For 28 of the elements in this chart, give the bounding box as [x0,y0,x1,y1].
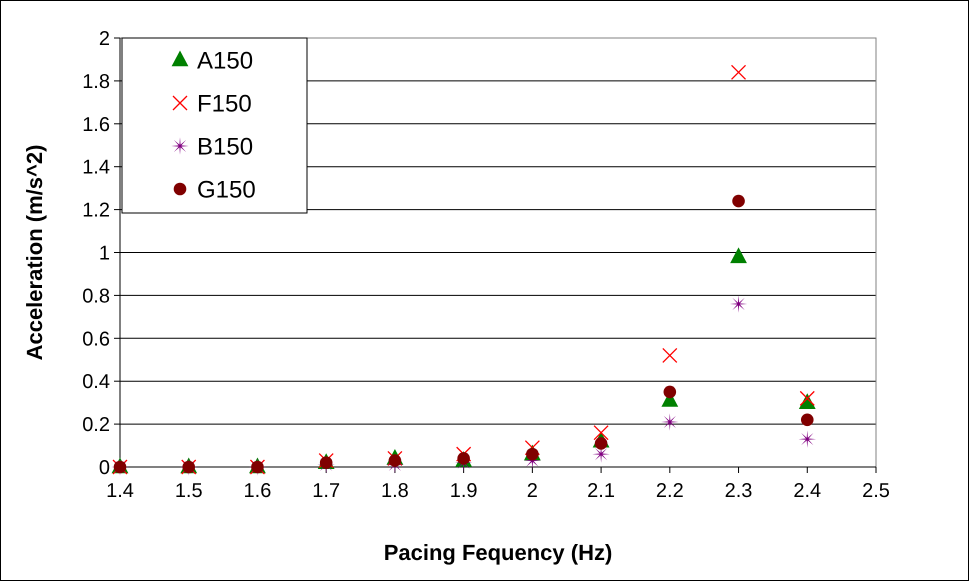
x-tick-label: 2 [526,480,538,502]
legend-label: F150 [197,90,252,118]
legend-label: A150 [197,47,254,74]
y-axis-title: Acceleration (m/s^2) [22,144,47,360]
y-tick-label: 1 [98,242,110,264]
y-tick-label: 2 [98,28,110,50]
legend-label: G150 [197,176,256,204]
y-tick-label: 0.2 [82,414,110,436]
x-tick-label: 2.4 [793,480,822,502]
y-tick-label: 0.6 [82,328,110,350]
y-tick-label: 1.6 [82,114,110,136]
y-tick-label: 0.4 [82,371,110,394]
x-tick-label: 2.2 [656,480,684,502]
x-tick-label: 2.5 [862,480,890,502]
y-tick-label: 0.8 [82,285,110,308]
y-tick-label: 1.2 [82,200,110,222]
legend-label: B150 [197,133,254,160]
x-tick-label: 1.6 [244,480,272,502]
x-tick-label: 1.9 [450,480,478,502]
x-tick-label: 2.1 [587,480,615,502]
y-tick-label: 1.4 [82,156,110,179]
x-axis-title: Pacing Fequency (Hz) [384,540,612,565]
y-tick-label: 1.8 [82,70,110,93]
x-tick-label: 1.7 [312,480,340,502]
x-tick-label: 1.8 [381,480,409,502]
x-tick-label: 1.5 [174,480,203,502]
x-tick-label: 2.3 [724,480,752,502]
y-tick-label: 0 [98,457,110,479]
